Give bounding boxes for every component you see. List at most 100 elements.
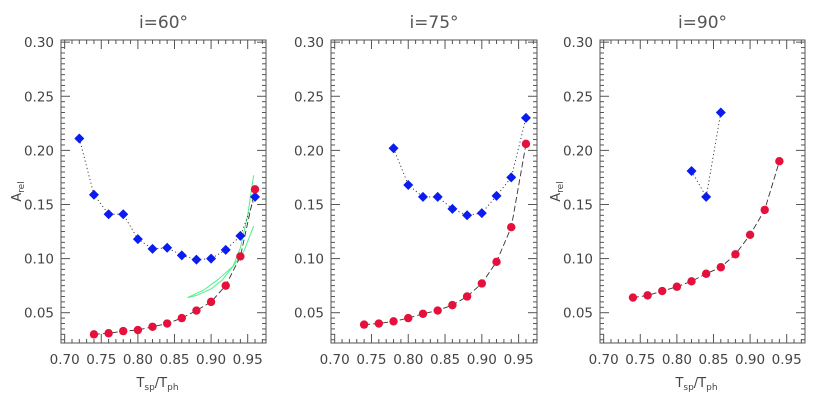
plot-frame — [599, 39, 806, 344]
circle-marker — [162, 319, 172, 328]
x-tick-label: 0.85 — [430, 352, 460, 368]
circle-marker — [119, 326, 128, 336]
x-axis-label-part: /T — [155, 376, 167, 391]
circle-marker — [404, 313, 413, 323]
diamond-marker — [147, 243, 158, 254]
circle-marker — [658, 286, 667, 296]
x-tick-label: 0.75 — [86, 352, 116, 368]
diamond-marker — [701, 191, 712, 202]
circle-marker — [448, 300, 457, 310]
x-tick-label: 0.95 — [772, 352, 802, 368]
y-tick-label: 0.15 — [24, 197, 54, 213]
x-axis-label-part: ph — [167, 383, 178, 393]
panel-title: i=60° — [139, 13, 188, 33]
y-axis-label: Arel — [549, 181, 566, 201]
diamond-marker — [506, 172, 517, 183]
y-tick-label: 0.20 — [294, 143, 324, 159]
x-tick-label: 0.70 — [320, 352, 350, 368]
y-tick-label: 0.25 — [563, 89, 593, 105]
model-curve — [187, 175, 255, 299]
diamond-marker — [491, 190, 502, 201]
circle-marker — [760, 205, 769, 215]
y-axis-label-part: A — [10, 193, 25, 202]
diamond-marker — [132, 234, 143, 245]
circle-series-line — [364, 143, 527, 326]
x-tick-label: 0.90 — [735, 352, 765, 368]
diamond-marker — [417, 191, 428, 202]
panel-title: i=75° — [409, 13, 458, 33]
x-tick-label: 0.75 — [625, 352, 655, 368]
y-tick-label: 0.15 — [563, 197, 593, 213]
x-axis-label-part: /T — [694, 376, 706, 391]
x-tick-label: 0.80 — [123, 352, 153, 368]
circle-marker — [433, 306, 442, 315]
diamond-marker — [103, 209, 114, 220]
y-tick-label: 0.05 — [24, 306, 54, 322]
circle-marker — [731, 250, 740, 259]
circle-marker — [701, 269, 711, 278]
y-tick-label: 0.30 — [294, 35, 324, 51]
chart-panel-1: i=60° 0.70 0.75 0.80 0.85 0.90 0.95 0.05 0.10 0.1… — [10, 13, 267, 393]
x-tick-label: 0.70 — [589, 352, 619, 368]
diamond-marker — [191, 254, 202, 265]
y-tick-label: 0.25 — [24, 89, 54, 105]
x-axis-label-part: T — [674, 376, 683, 391]
diamond-series-line — [393, 117, 527, 216]
diamond-marker — [686, 165, 697, 176]
circle-marker — [672, 282, 682, 291]
y-tick-label: 0.10 — [24, 252, 54, 268]
circle-marker — [687, 277, 696, 286]
panel-title: i=90° — [678, 13, 727, 33]
y-axis-label: Arel — [10, 181, 27, 201]
circle-marker — [643, 291, 652, 300]
circle-marker — [192, 306, 201, 315]
circle-marker — [389, 317, 398, 326]
circle-marker — [521, 139, 531, 149]
diamond-marker — [403, 180, 414, 191]
circle-marker — [236, 252, 245, 261]
chart-panel-2: i=75° 0.70 0.75 0.80 0.85 0.90 0.95 0.05 0.10 0.1… — [294, 13, 538, 368]
circle-marker — [507, 223, 516, 232]
circle-marker — [148, 322, 157, 331]
x-axis-label: Tsp/Tph — [135, 376, 178, 393]
diamond-marker — [476, 208, 487, 219]
y-axis-label-part: rel — [17, 181, 27, 193]
circle-marker — [221, 281, 230, 290]
x-tick-label: 0.85 — [698, 352, 728, 368]
x-tick-label: 0.95 — [504, 352, 534, 368]
y-tick-label: 0.05 — [294, 306, 324, 322]
circle-marker — [477, 279, 487, 288]
circle-marker — [628, 293, 638, 302]
diamond-series-line — [691, 112, 722, 199]
x-tick-label: 0.80 — [393, 352, 423, 368]
plot-frame — [60, 39, 267, 344]
x-axis-label-part: sp — [683, 383, 694, 393]
circle-marker — [177, 313, 187, 323]
diamond-marker — [74, 133, 85, 144]
diamond-marker — [88, 189, 99, 200]
circle-marker — [716, 263, 726, 272]
diamond-marker — [432, 191, 443, 202]
x-axis-label-part: T — [135, 376, 144, 391]
y-axis-label-part: A — [549, 193, 564, 202]
x-axis-label-part: sp — [144, 383, 155, 393]
x-tick-label: 0.75 — [356, 352, 386, 368]
y-tick-label: 0.05 — [563, 306, 593, 322]
diamond-series-line — [78, 138, 256, 261]
diamond-marker — [220, 244, 231, 255]
model-curve — [187, 225, 255, 299]
x-axis-label: Tsp/Tph — [674, 376, 717, 393]
circle-marker — [745, 230, 755, 239]
y-tick-label: 0.25 — [294, 89, 324, 105]
circle-marker — [374, 319, 384, 328]
plot-frame — [330, 39, 538, 344]
circle-marker — [462, 292, 472, 301]
x-tick-label: 0.90 — [196, 352, 226, 368]
circle-marker — [133, 325, 143, 335]
y-tick-label: 0.20 — [563, 143, 593, 159]
diamond-marker — [520, 112, 531, 123]
y-tick-label: 0.10 — [563, 252, 593, 268]
circle-marker — [492, 257, 501, 267]
x-tick-label: 0.70 — [50, 352, 80, 368]
